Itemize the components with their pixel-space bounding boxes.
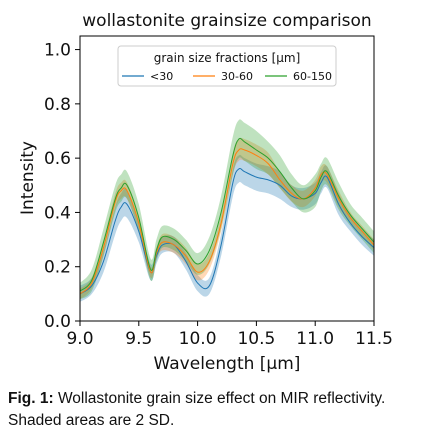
y-tick-label: 0.8: [44, 95, 71, 115]
x-tick-label: 9.5: [125, 329, 152, 349]
y-tick-label: 0.6: [44, 149, 71, 169]
y-axis-label: Intensity: [18, 141, 38, 215]
x-tick-label: 10.5: [237, 329, 275, 349]
x-axis-label: Wavelength [µm]: [154, 354, 301, 374]
plot-frame: [79, 35, 375, 322]
sd-band-2: [80, 119, 374, 300]
x-tick-label: 11.0: [296, 329, 334, 349]
x-tick-label: 11.5: [355, 329, 393, 349]
wollastonite-chart: wollastonite grainsize comparison 9.0 9.5…: [18, 11, 393, 374]
figure-caption: Fig. 1: Wollastonite grain size effect o…: [8, 388, 428, 432]
series-line-0: [79, 167, 375, 295]
caption-text: Wollastonite grain size effect on MIR re…: [8, 390, 386, 429]
caption-label: Fig. 1:: [8, 390, 54, 407]
series-lines: [79, 137, 375, 295]
y-tick-label: 0.2: [44, 258, 71, 278]
chart-title: wollastonite grainsize comparison: [82, 11, 371, 31]
legend-title: grain size fractions [µm]: [154, 51, 301, 65]
series-line-1: [79, 148, 375, 295]
y-axis-ticks: 0.0 0.2 0.4 0.6 0.8 1.0: [44, 41, 80, 332]
sd-bands: [80, 119, 374, 302]
y-tick-label: 0.4: [44, 203, 71, 223]
x-tick-label: 9.0: [66, 329, 93, 349]
legend-label: 30-60: [221, 70, 253, 83]
legend-items: <30 30-60 60-150: [122, 70, 332, 83]
x-tick-label: 10.0: [179, 329, 217, 349]
legend-label: 60-150: [293, 70, 332, 83]
legend: grain size fractions [µm] <30 30-60 60-150: [117, 45, 337, 87]
y-tick-label: 1.0: [44, 41, 71, 61]
series-line-2: [79, 137, 375, 292]
x-axis-ticks: 9.0 9.5 10.0 10.5 11.0 11.5: [66, 321, 393, 349]
legend-label: <30: [150, 70, 173, 83]
y-tick-label: 0.0: [44, 312, 71, 332]
